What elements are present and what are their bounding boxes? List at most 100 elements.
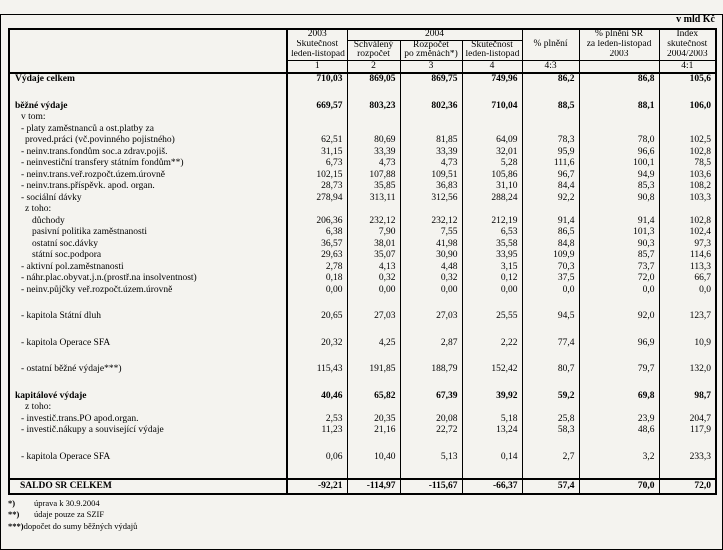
cell-value: 81,85 — [399, 134, 462, 146]
cell-value: 3,15 — [461, 261, 523, 273]
cell-value: 92,2 — [521, 192, 580, 204]
cell-value: 38,01 — [346, 238, 400, 250]
header-approved-budget-2: rozpočet — [346, 50, 400, 61]
saldo-value: -92,21 — [286, 477, 347, 494]
cell-value: 21,16 — [346, 424, 400, 436]
cell-value — [399, 322, 462, 337]
header-actual-1: Skutečnost — [461, 40, 523, 50]
footnotes: *) úprava k 30.9.2004 **) údaje pouze za S… — [8, 498, 715, 533]
cell-value: 0,14 — [461, 451, 523, 463]
cell-value: 106,0 — [658, 100, 717, 112]
cell-value: 62,51 — [286, 134, 347, 146]
cell-value: 0,32 — [346, 272, 400, 284]
cell-value: 22,72 — [399, 424, 462, 436]
cell-value: 69,8 — [578, 390, 660, 402]
cell-value — [286, 295, 347, 311]
cell-value: 90,3 — [578, 238, 660, 250]
cell-value: 0,0 — [658, 284, 717, 296]
cell-value: 803,23 — [346, 100, 400, 112]
cell-value: 669,57 — [286, 100, 347, 112]
cell-value — [286, 123, 347, 135]
row-label: z toho: — [25, 402, 52, 413]
cell-value — [521, 123, 580, 135]
cell-value — [399, 111, 462, 123]
cell-value: 102,5 — [658, 134, 717, 146]
cell-value: 67,39 — [399, 390, 462, 402]
header-actual-2: leden-listopad — [461, 50, 523, 61]
cell-value: 86,8 — [578, 72, 660, 85]
row-label: důchody — [32, 215, 65, 226]
cell-value: 86,5 — [521, 226, 580, 238]
cell-value: 7,55 — [399, 226, 462, 238]
cell-value — [578, 375, 660, 390]
cell-value: 278,94 — [286, 192, 347, 204]
cell-value: 73,7 — [578, 261, 660, 273]
cell-value: 152,42 — [461, 363, 523, 375]
cell-value — [346, 123, 400, 135]
cell-value: 3,2 — [578, 451, 660, 463]
cell-value: 6,73 — [286, 157, 347, 169]
cell-value — [286, 375, 347, 390]
saldo-value: -115,67 — [399, 477, 462, 494]
cell-value: 5,13 — [399, 451, 462, 463]
cell-value — [578, 436, 660, 451]
saldo-row: SALDO SR CELKEM -92,21 -114,97 -115,67 -… — [9, 477, 717, 494]
cell-value: 64,09 — [461, 134, 523, 146]
cell-value: 39,92 — [461, 390, 523, 402]
cell-value: 20,32 — [286, 337, 347, 349]
cell-value: 113,3 — [658, 261, 717, 273]
row-label: státní soc.podpora — [32, 250, 102, 261]
row-label: - aktivní pol.zaměstnanosti — [21, 261, 124, 272]
cell-value — [461, 123, 523, 135]
cell-value: 35,07 — [346, 249, 400, 261]
cell-value — [399, 203, 462, 215]
row-label — [9, 349, 287, 364]
cell-value — [346, 401, 400, 413]
cell-value: 28,73 — [286, 180, 347, 192]
cell-value: 78,3 — [521, 134, 580, 146]
cell-value: 80,7 — [521, 363, 580, 375]
cell-value: 2,78 — [286, 261, 347, 273]
header-percent-fulfilment: % plnění — [521, 29, 580, 61]
cell-value — [461, 348, 523, 364]
cell-value — [521, 295, 580, 311]
cell-value — [658, 295, 717, 311]
cell-value — [521, 111, 580, 123]
cell-value: 232,12 — [346, 215, 400, 227]
cell-value: 0,32 — [399, 272, 462, 284]
cell-value: 13,24 — [461, 424, 523, 436]
cell-value: 97,3 — [658, 238, 717, 250]
column-numbering-row: 1 2 3 4 4:3 4:1 — [9, 60, 717, 74]
cell-value: 105,6 — [658, 72, 717, 85]
footnote-text: údaje pouze za SZIF — [34, 509, 105, 519]
cell-value: 29,63 — [286, 249, 347, 261]
cell-value — [578, 401, 660, 413]
cell-value — [286, 322, 347, 337]
budget-table: 2003 2004 % plnění % plnění SR Index Sku… — [8, 28, 718, 495]
cell-value: 48,6 — [578, 424, 660, 436]
cell-value — [461, 85, 523, 100]
cell-value: 31,10 — [461, 180, 523, 192]
cell-value — [346, 85, 400, 100]
row-label — [9, 322, 287, 337]
cell-value: 25,8 — [521, 413, 580, 425]
cell-value — [346, 462, 400, 479]
cell-value: 0,12 — [461, 272, 523, 284]
cell-value: 7,90 — [346, 226, 400, 238]
cell-value: 5,18 — [461, 413, 523, 425]
saldo-value: -114,97 — [346, 477, 400, 494]
row-label: - platy zaměstnanců a ost.platby za — [21, 123, 154, 134]
cell-value — [461, 322, 523, 337]
cell-value: 35,85 — [346, 180, 400, 192]
cell-value: 27,03 — [399, 310, 462, 322]
cell-value — [578, 123, 660, 135]
cell-value: 35,58 — [461, 238, 523, 250]
row-label: - sociální dávky — [21, 192, 82, 203]
header-2003: 2003 — [286, 29, 347, 40]
cell-value — [399, 123, 462, 135]
cell-value: 20,08 — [399, 413, 462, 425]
cell-value: 5,28 — [461, 157, 523, 169]
cell-value: 109,51 — [399, 169, 462, 181]
row-label — [9, 375, 287, 390]
cell-value — [286, 348, 347, 364]
